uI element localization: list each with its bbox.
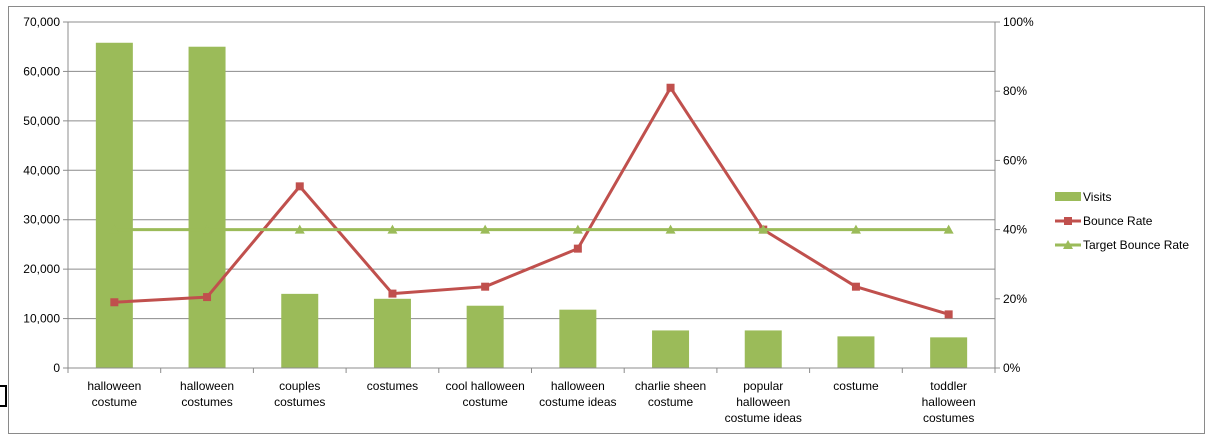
resize-handle[interactable] bbox=[0, 385, 7, 407]
x-axis-category-label: costume bbox=[833, 379, 879, 393]
left-axis-tick-label: 30,000 bbox=[23, 213, 60, 227]
bounce-rate-line bbox=[114, 86, 950, 316]
right-axis-tick-label: 100% bbox=[1003, 15, 1034, 29]
bounce-rate-marker bbox=[295, 182, 304, 191]
target-bounce-rate-marker bbox=[665, 224, 676, 234]
target-bounce-rate-marker bbox=[202, 224, 213, 234]
x-axis-category-label: popular halloween costume ideas bbox=[725, 379, 802, 425]
bounce-rate-marker bbox=[481, 282, 490, 291]
target-bounce-rate-marker bbox=[758, 224, 769, 234]
visits-bars bbox=[95, 42, 968, 368]
right-axis-tick-label: 40% bbox=[1003, 223, 1027, 237]
x-axis-category-label: costumes bbox=[367, 379, 418, 393]
left-axis-tick-label: 40,000 bbox=[23, 163, 60, 177]
visits-bar bbox=[373, 298, 411, 368]
bounce-rate-marker bbox=[203, 293, 212, 302]
left-axis-tick-label: 50,000 bbox=[23, 114, 60, 128]
legend-label: Visits bbox=[1083, 190, 1111, 204]
visits-bar bbox=[652, 330, 690, 368]
visits-bar bbox=[281, 293, 319, 368]
left-axis-tick-label: 70,000 bbox=[23, 15, 60, 29]
legend-label: Target Bounce Rate bbox=[1083, 238, 1189, 252]
visits-bar bbox=[466, 305, 504, 368]
target-bounce-rate-marker bbox=[387, 224, 398, 234]
target-bounce-rate-marker bbox=[572, 224, 583, 234]
visits-bar bbox=[744, 330, 782, 368]
x-axis-category-label: couples costumes bbox=[274, 379, 325, 409]
left-axis-tick-label: 60,000 bbox=[23, 64, 60, 78]
left-axis-tick-label: 0 bbox=[53, 361, 60, 375]
rate-lines bbox=[109, 83, 954, 319]
right-axis-tick-label: 60% bbox=[1003, 153, 1027, 167]
target-bounce-rate-marker bbox=[109, 224, 120, 234]
target-bounce-rate-marker bbox=[294, 224, 305, 234]
bounce-rate-marker bbox=[944, 310, 953, 319]
visits-bar bbox=[188, 46, 226, 368]
bounce-rate-marker bbox=[666, 83, 675, 92]
visits-bar bbox=[95, 42, 133, 368]
x-axis-category-label: halloween costumes bbox=[180, 379, 234, 409]
right-axis-tick-label: 80% bbox=[1003, 84, 1027, 98]
axes: 0 10,000 20,000 30,000 40,000 50,000 60,000 70,… bbox=[23, 15, 1034, 425]
right-axis-tick-label: 0% bbox=[1003, 361, 1021, 375]
left-axis-tick-label: 10,000 bbox=[23, 312, 60, 326]
legend-label: Bounce Rate bbox=[1083, 214, 1153, 228]
bounce-rate-marker bbox=[388, 289, 397, 298]
x-axis-category-label: toddler halloween costumes bbox=[922, 379, 976, 425]
x-axis-category-label: charlie sheen costume bbox=[635, 379, 706, 409]
bounce-rate-marker bbox=[573, 244, 582, 253]
legend-marker-bounce-rate bbox=[1064, 217, 1072, 225]
visits-bar bbox=[559, 309, 597, 368]
target-bounce-rate-marker bbox=[943, 224, 954, 234]
right-axis-tick-label: 20% bbox=[1003, 292, 1027, 306]
visits-bar bbox=[837, 336, 875, 368]
legend-swatch-visits bbox=[1055, 192, 1081, 201]
target-bounce-rate-marker bbox=[850, 224, 861, 234]
left-axis-tick-label: 20,000 bbox=[23, 262, 60, 276]
x-axis-category-label: halloween costume bbox=[87, 379, 141, 409]
visits-bar bbox=[930, 337, 968, 368]
legend: Visits Bounce Rate Target Bounce Rate bbox=[1055, 190, 1189, 252]
bounce-rate-marker bbox=[110, 298, 119, 307]
x-axis-category-label: halloween costume ideas bbox=[539, 379, 616, 409]
bounce-rate-marker bbox=[851, 282, 860, 291]
legend-marker-target-bounce-rate bbox=[1063, 240, 1073, 249]
target-bounce-rate-marker bbox=[480, 224, 491, 234]
x-axis-category-label: cool halloween costume bbox=[445, 379, 524, 409]
